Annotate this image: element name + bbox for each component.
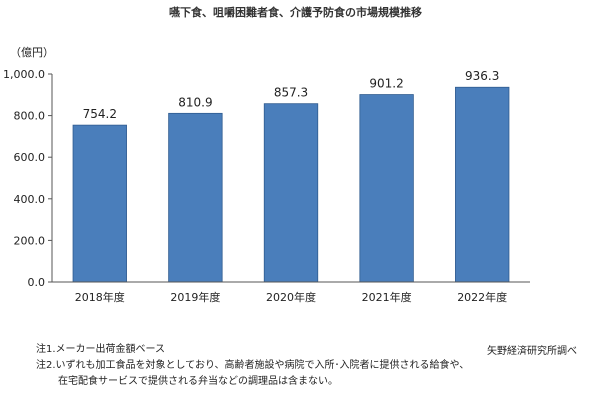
y-tick-label: 800.0: [14, 110, 46, 123]
chart-notes: 注1.メーカー出荷金額ベース 注2.いずれも加工食品を対象としており、高齢者施設…: [36, 342, 469, 390]
y-tick-label: 0.0: [28, 276, 46, 289]
y-tick-label: 600.0: [14, 151, 46, 164]
data-source: 矢野経済研究所調べ: [487, 346, 577, 357]
bar-chart: 0.0 200.0 400.0 600.0 800.0 1,000.0 754.2 810.…: [3, 68, 530, 304]
bar-value-label: 936.3: [465, 69, 499, 83]
bar-value-label: 810.9: [178, 95, 212, 109]
x-tick-label: 2021年度: [362, 290, 412, 304]
y-tick-label: 200.0: [14, 234, 46, 247]
bar: [263, 103, 319, 283]
bar: [72, 124, 127, 283]
bar-value-label: 857.3: [274, 86, 308, 100]
note-2-line-1: 注2.いずれも加工食品を対象としており、高齢者施設や病院で入所･入院者に提供され…: [36, 360, 470, 371]
y-tick-label: 400.0: [14, 193, 46, 206]
y-axis-unit-label: （億円）: [10, 46, 54, 59]
x-tick-label: 2020年度: [266, 290, 316, 304]
note-2-line-2: 在宅配食サービスで提供される弁当などの調理品は含まない。: [58, 376, 338, 387]
bar-value-label: 901.2: [369, 77, 403, 91]
bar: [455, 86, 510, 283]
bar-value-label: 754.2: [83, 107, 117, 121]
x-tick-label: 2018年度: [75, 290, 125, 304]
bar: [168, 112, 223, 283]
note-1: 注1.メーカー出荷金額ベース: [36, 344, 166, 355]
x-tick-label: 2022年度: [457, 290, 507, 304]
x-tick-label: 2019年度: [170, 290, 220, 304]
y-tick-label: 1,000.0: [3, 68, 45, 81]
bar: [359, 94, 414, 283]
chart-title: 嚥下食、咀嚼困難者食、介護予防食の市場規模推移: [169, 6, 422, 19]
